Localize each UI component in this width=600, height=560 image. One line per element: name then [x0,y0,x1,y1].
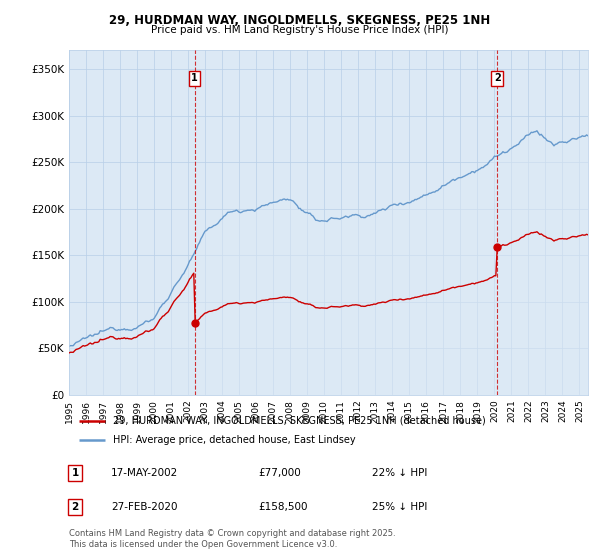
Text: 27-FEB-2020: 27-FEB-2020 [111,502,178,512]
Text: £158,500: £158,500 [258,502,308,512]
Text: Contains HM Land Registry data © Crown copyright and database right 2025.
This d: Contains HM Land Registry data © Crown c… [69,529,395,549]
Text: 29, HURDMAN WAY, INGOLDMELLS, SKEGNESS, PE25 1NH (detached house): 29, HURDMAN WAY, INGOLDMELLS, SKEGNESS, … [113,416,486,426]
Text: HPI: Average price, detached house, East Lindsey: HPI: Average price, detached house, East… [113,435,356,445]
Text: Price paid vs. HM Land Registry's House Price Index (HPI): Price paid vs. HM Land Registry's House … [151,25,449,35]
Text: 2: 2 [494,73,500,83]
Text: 1: 1 [191,73,198,83]
Text: 2: 2 [71,502,79,512]
Text: 25% ↓ HPI: 25% ↓ HPI [372,502,427,512]
Text: 22% ↓ HPI: 22% ↓ HPI [372,468,427,478]
Text: 17-MAY-2002: 17-MAY-2002 [111,468,178,478]
Text: £77,000: £77,000 [258,468,301,478]
Text: 29, HURDMAN WAY, INGOLDMELLS, SKEGNESS, PE25 1NH: 29, HURDMAN WAY, INGOLDMELLS, SKEGNESS, … [109,14,491,27]
Text: 1: 1 [71,468,79,478]
